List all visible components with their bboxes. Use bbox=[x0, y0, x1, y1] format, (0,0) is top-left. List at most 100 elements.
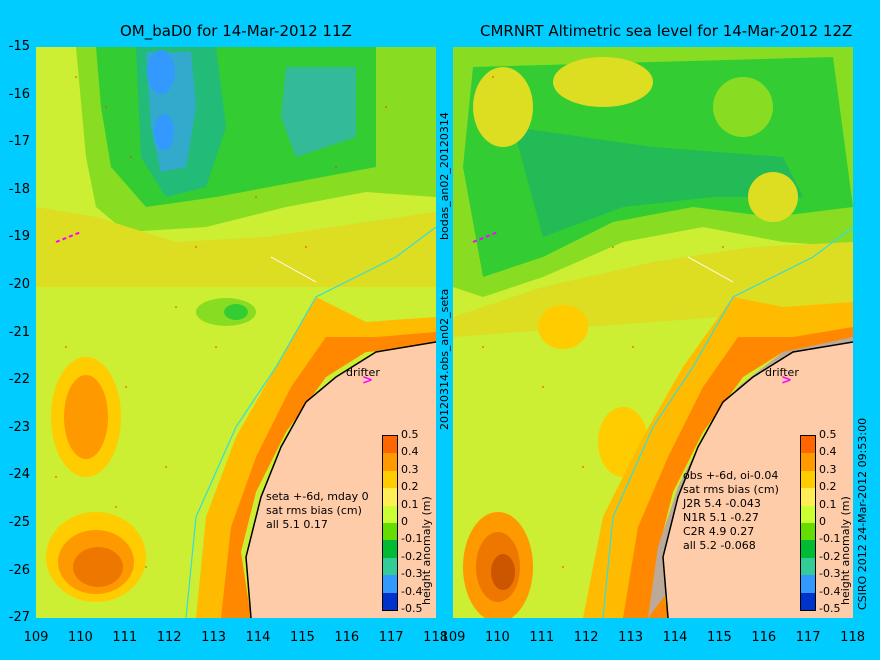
x-tick-label: 117 bbox=[378, 630, 404, 645]
colorbar-left bbox=[382, 435, 398, 611]
colorbar-swatch bbox=[383, 540, 397, 559]
x-tick-label: 113 bbox=[618, 630, 643, 645]
annotation-line: C2R 4.9 0.27 bbox=[683, 525, 755, 538]
colorbar-swatch bbox=[801, 488, 815, 507]
annotation-line: N1R 5.1 -0.27 bbox=[683, 511, 759, 524]
colorbar-tick-label: 0.5 bbox=[819, 428, 837, 441]
x-tick-label: 117 bbox=[795, 630, 821, 645]
colorbar-swatch bbox=[801, 505, 815, 524]
colorbar-swatch bbox=[383, 488, 397, 507]
x-tick-label: 109 bbox=[440, 630, 466, 645]
y-tick-label: -23 bbox=[8, 419, 30, 435]
y-tick-label: -20 bbox=[8, 277, 30, 292]
colorbar-swatch bbox=[801, 575, 815, 594]
y-tick-label: -15 bbox=[8, 39, 30, 54]
colorbar-swatch bbox=[383, 453, 397, 472]
colorbar-swatch bbox=[383, 436, 397, 454]
colorbar-tick-label: -0.3 bbox=[819, 567, 841, 581]
colorbar-tick-label: 0 bbox=[819, 515, 826, 528]
y-tick-label: -26 bbox=[8, 562, 30, 578]
colorbar-swatch bbox=[383, 575, 397, 594]
x-tick-label: 116 bbox=[751, 630, 777, 645]
left-panel-title: OM_baD0 for 14-Mar-2012 11Z bbox=[120, 22, 352, 40]
colorbar-swatch bbox=[383, 557, 397, 576]
side-label-lower: 20120314.obs_an02_seta bbox=[438, 288, 451, 430]
annotation-line: sat rms bias (cm) bbox=[266, 504, 362, 517]
y-tick-label: -18 bbox=[8, 181, 30, 197]
colorbar-swatch bbox=[383, 523, 397, 541]
x-tick-label: 109 bbox=[23, 630, 49, 645]
colorbar-tick-label: -0.2 bbox=[401, 549, 423, 563]
side-label-upper: bodas_an02_20120314 bbox=[438, 112, 451, 240]
y-tick-label: -27 bbox=[8, 610, 30, 626]
annotation-line: obs +-6d, oi-0.04 bbox=[683, 469, 779, 482]
colorbar-tick-label: 0 bbox=[401, 515, 408, 528]
x-tick-label: 114 bbox=[662, 630, 688, 645]
colorbar-tick-label: 0.4 bbox=[819, 445, 837, 459]
colorbar-swatch bbox=[801, 557, 815, 576]
x-tick-label: 112 bbox=[156, 630, 182, 645]
colorbar-tick-label: -0.1 bbox=[819, 532, 841, 546]
x-tick-label: 118 bbox=[840, 630, 865, 645]
drifter-label-right: drifter bbox=[765, 366, 799, 379]
annotation-line: all 5.1 0.17 bbox=[266, 518, 328, 531]
x-tick-label: 114 bbox=[245, 630, 271, 645]
colorbar-swatch bbox=[801, 470, 815, 489]
colorbar-label-left: height anomaly (m) bbox=[420, 496, 433, 605]
colorbar-tick-label: 0.1 bbox=[401, 497, 419, 511]
colorbar-tick-label: -0.1 bbox=[401, 532, 423, 546]
x-tick-label: 115 bbox=[706, 630, 732, 645]
colorbar-swatch bbox=[383, 470, 397, 489]
annotation-line: sat rms bias (cm) bbox=[683, 483, 779, 496]
colorbar-tick-label: -0.4 bbox=[401, 584, 423, 598]
x-tick-label: 110 bbox=[67, 630, 93, 645]
x-tick-label: 115 bbox=[289, 630, 315, 645]
colorbar-swatch bbox=[383, 505, 397, 524]
drifter-label-left: drifter bbox=[346, 366, 380, 379]
y-tick-label: -22 bbox=[8, 372, 30, 388]
x-tick-label: 111 bbox=[529, 630, 555, 645]
y-tick-label: -19 bbox=[8, 229, 30, 245]
colorbar-tick-label: 0.3 bbox=[819, 462, 837, 476]
annotation-line: all 5.2 -0.068 bbox=[683, 539, 756, 552]
left-map-panel bbox=[36, 47, 436, 618]
colorbar-tick-label: -0.3 bbox=[401, 567, 423, 581]
x-tick-label: 111 bbox=[112, 630, 138, 645]
y-tick-label: -21 bbox=[8, 324, 30, 340]
right-panel-annotation: obs +-6d, oi-0.04 sat rms bias (cm) J2R 5.… bbox=[683, 469, 779, 553]
colorbar-swatch bbox=[801, 540, 815, 559]
colorbar-right bbox=[800, 435, 816, 611]
colorbar-tick-label: 0.2 bbox=[401, 480, 419, 494]
right-map-panel bbox=[453, 47, 853, 618]
colorbar-swatch bbox=[801, 592, 815, 611]
annotation-line: seta +-6d, mday 0 bbox=[266, 490, 369, 503]
drifter-arrow-left: > bbox=[362, 373, 373, 388]
x-tick-label: 110 bbox=[484, 630, 510, 645]
y-tick-label: -17 bbox=[8, 134, 30, 150]
annotation-line: J2R 5.4 -0.043 bbox=[683, 497, 761, 510]
colorbar-swatch bbox=[383, 592, 397, 611]
colorbar-tick-label: 0.4 bbox=[401, 445, 419, 459]
right-panel-title: CMRNRT Altimetric sea level for 14-Mar-2… bbox=[480, 22, 853, 40]
colorbar-tick-label: -0.5 bbox=[401, 602, 423, 615]
x-tick-label: 113 bbox=[201, 630, 226, 645]
colorbar-tick-label: 0.3 bbox=[401, 462, 419, 476]
colorbar-swatch bbox=[801, 453, 815, 472]
colorbar-tick-label: 0.1 bbox=[819, 497, 837, 511]
colorbar-tick-label: -0.4 bbox=[819, 584, 841, 598]
left-panel-annotation: seta +-6d, mday 0 sat rms bias (cm) all 5.… bbox=[266, 490, 369, 532]
colorbar-tick-label: 0.5 bbox=[401, 428, 419, 441]
x-tick-label: 112 bbox=[573, 630, 599, 645]
x-tick-label: 118 bbox=[423, 630, 448, 645]
y-tick-label: -25 bbox=[8, 515, 30, 530]
colorbar-tick-label: 0.2 bbox=[819, 480, 837, 494]
credit-label: CSIRO 2012 24-Mar-2012 09:53:00 bbox=[856, 417, 869, 610]
colorbar-tick-label: -0.5 bbox=[819, 602, 841, 615]
colorbar-swatch bbox=[801, 436, 815, 454]
y-tick-label: -16 bbox=[8, 86, 30, 102]
drifter-arrow-right: > bbox=[781, 373, 792, 388]
colorbar-label-right: height anomaly (m) bbox=[839, 496, 852, 605]
x-tick-label: 116 bbox=[334, 630, 360, 645]
colorbar-swatch bbox=[801, 523, 815, 541]
y-tick-label: -24 bbox=[8, 467, 30, 483]
